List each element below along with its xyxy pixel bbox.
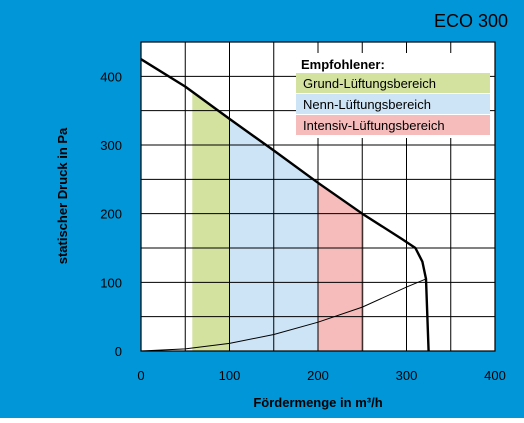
chart-title: ECO 300 (434, 11, 508, 31)
system-curve (140, 278, 427, 352)
legend-swatch-nenn (296, 94, 490, 114)
curves-layer (140, 58, 430, 352)
x-tick-label: 100 (219, 368, 241, 383)
y-tick-label: 400 (100, 69, 122, 84)
x-tick-label: 0 (137, 368, 144, 383)
legend-title: Empfohlener: (301, 57, 385, 72)
y-axis-label: statischer Druck in Pa (55, 127, 70, 264)
fan-curve (140, 58, 430, 352)
x-axis-label: Fördermenge in m³/h (253, 395, 382, 410)
x-tick-label: 200 (307, 368, 329, 383)
y-tick-label: 100 (100, 275, 122, 290)
band-intensiv (318, 182, 364, 351)
legend-swatch-intensiv (296, 115, 490, 135)
legend-item-nenn: Nenn-Lüftungsbereich (303, 97, 431, 112)
legend-swatch-grund (296, 73, 490, 93)
legend-item-grund: Grund-Lüftungsbereich (303, 76, 436, 91)
x-tick-label: 400 (484, 368, 506, 383)
y-tick-label: 300 (100, 138, 122, 153)
ticks-layer: 0 100 200 300 400 0 100 200 300 400 (100, 69, 506, 383)
y-tick-label: 200 (100, 207, 122, 222)
y-tick-label: 0 (115, 344, 122, 359)
plot-border (140, 41, 496, 352)
band-grund (192, 91, 230, 352)
legend: Empfohlener: Grund-Lüftungsbereich Nenn-… (296, 53, 490, 138)
legend-item-intensiv: Intensiv-Lüftungsbereich (303, 118, 445, 133)
x-tick-label: 300 (396, 368, 418, 383)
